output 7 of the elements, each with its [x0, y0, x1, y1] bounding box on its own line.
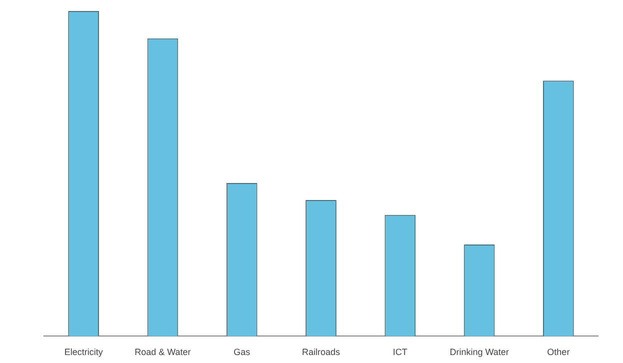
x-tick-label: ICT: [392, 347, 408, 358]
x-tick-label: Gas: [234, 347, 251, 358]
x-tick-label: Electricity: [64, 347, 104, 358]
x-tick-label: Railroads: [302, 347, 340, 358]
x-tick-label: Other: [547, 347, 570, 358]
x-tick-label: Drinking Water: [450, 347, 509, 358]
x-tick-label: Road & Water: [134, 347, 191, 358]
